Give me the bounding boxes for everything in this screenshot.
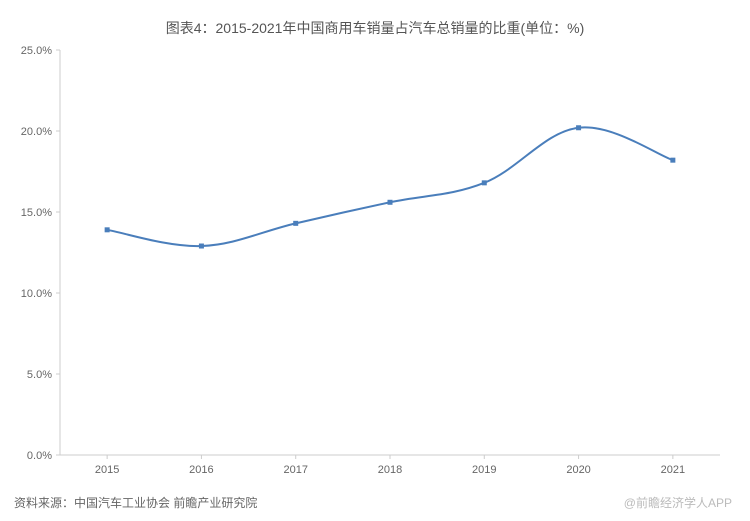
- chart-container: 图表4：2015-2021年中国商用车销量占汽车总销量的比重(单位：%) 0.0…: [0, 0, 750, 521]
- y-tick-label: 5.0%: [27, 369, 52, 381]
- y-tick-label: 10.0%: [21, 288, 52, 300]
- data-marker: [388, 200, 393, 205]
- source-label: 资料来源：中国汽车工业协会 前瞻产业研究院: [14, 494, 257, 511]
- x-tick-label: 2021: [661, 464, 685, 476]
- x-tick-label: 2020: [566, 464, 590, 476]
- data-marker: [670, 158, 675, 163]
- data-marker: [105, 227, 110, 232]
- data-line: [107, 127, 673, 246]
- data-marker: [293, 221, 298, 226]
- x-tick-label: 2016: [189, 464, 213, 476]
- x-tick-label: 2017: [283, 464, 307, 476]
- x-tick-label: 2018: [378, 464, 402, 476]
- data-marker: [199, 244, 204, 249]
- chart-footer: 资料来源：中国汽车工业协会 前瞻产业研究院 @前瞻经济学人APP: [0, 494, 750, 511]
- y-tick-label: 0.0%: [27, 450, 52, 462]
- x-tick-label: 2015: [95, 464, 119, 476]
- y-tick-label: 15.0%: [21, 207, 52, 219]
- data-marker: [482, 180, 487, 185]
- y-tick-label: 20.0%: [21, 126, 52, 138]
- line-chart: 0.0% 5.0% 10.0% 15.0% 20.0% 25.0% 2015 2016 2017…: [0, 0, 750, 495]
- x-tick-label: 2019: [472, 464, 496, 476]
- y-tick-label: 25.0%: [21, 45, 52, 57]
- watermark-label: @前瞻经济学人APP: [624, 494, 732, 511]
- data-marker: [576, 125, 581, 130]
